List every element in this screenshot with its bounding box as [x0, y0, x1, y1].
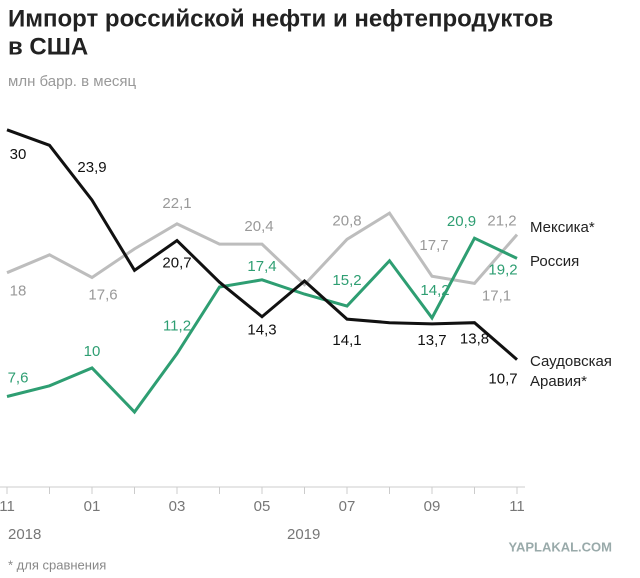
value-label: 14,1 — [332, 332, 361, 349]
value-label: 10 — [84, 343, 101, 360]
value-label: 17,4 — [247, 258, 276, 275]
value-label: 17,6 — [88, 286, 117, 303]
legend-label: Саудовская Аравия* — [530, 353, 612, 390]
chart-title: Импорт российской нефти и нефтепродуктов — [8, 5, 553, 32]
value-label: 11,2 — [163, 318, 191, 335]
value-label: 21,2 — [487, 213, 516, 230]
value-label: 20,7 — [162, 255, 191, 272]
value-label: 13,7 — [417, 332, 446, 349]
x-tick-label: 11 — [509, 498, 525, 515]
series-line — [6, 236, 518, 415]
value-label: 15,2 — [332, 272, 361, 289]
x-tick-label: 07 — [339, 498, 356, 515]
subtitle: млн барр. в месяц — [8, 73, 137, 90]
x-tick-label: 03 — [169, 498, 186, 515]
value-label: 22,1 — [162, 195, 191, 212]
value-label: 20,4 — [244, 218, 273, 235]
value-label: 13,8 — [460, 331, 489, 348]
x-tick-label: 01 — [84, 498, 101, 515]
value-label: 23,9 — [77, 159, 106, 176]
value-label: 20,9 — [447, 213, 476, 230]
value-label: 18 — [10, 283, 27, 300]
value-label: 10,7 — [488, 371, 517, 388]
legend-label: Россия — [530, 253, 579, 270]
value-label: 7,6 — [8, 369, 29, 386]
value-label: 14,3 — [247, 322, 276, 339]
footnote: * для сравнения — [8, 557, 106, 572]
value-label: 20,8 — [332, 212, 361, 229]
watermark: YAPLAKAL.COM — [508, 539, 612, 554]
legend-label: Мексика* — [530, 219, 595, 236]
x-tick-label: 05 — [254, 498, 271, 515]
x-tick-label: 11 — [0, 498, 15, 515]
value-label: 14,2 — [420, 282, 449, 299]
value-label: 17,1 — [482, 287, 511, 304]
chart-title: в США — [8, 33, 88, 60]
value-label: 30 — [10, 146, 27, 163]
series-line — [6, 211, 519, 287]
series-line — [6, 128, 518, 361]
year-label: 2018 — [8, 526, 41, 543]
year-label: 2019 — [287, 526, 320, 543]
value-label: 17,7 — [419, 237, 448, 254]
x-tick-label: 09 — [424, 498, 441, 515]
value-label: 19,2 — [488, 261, 517, 278]
